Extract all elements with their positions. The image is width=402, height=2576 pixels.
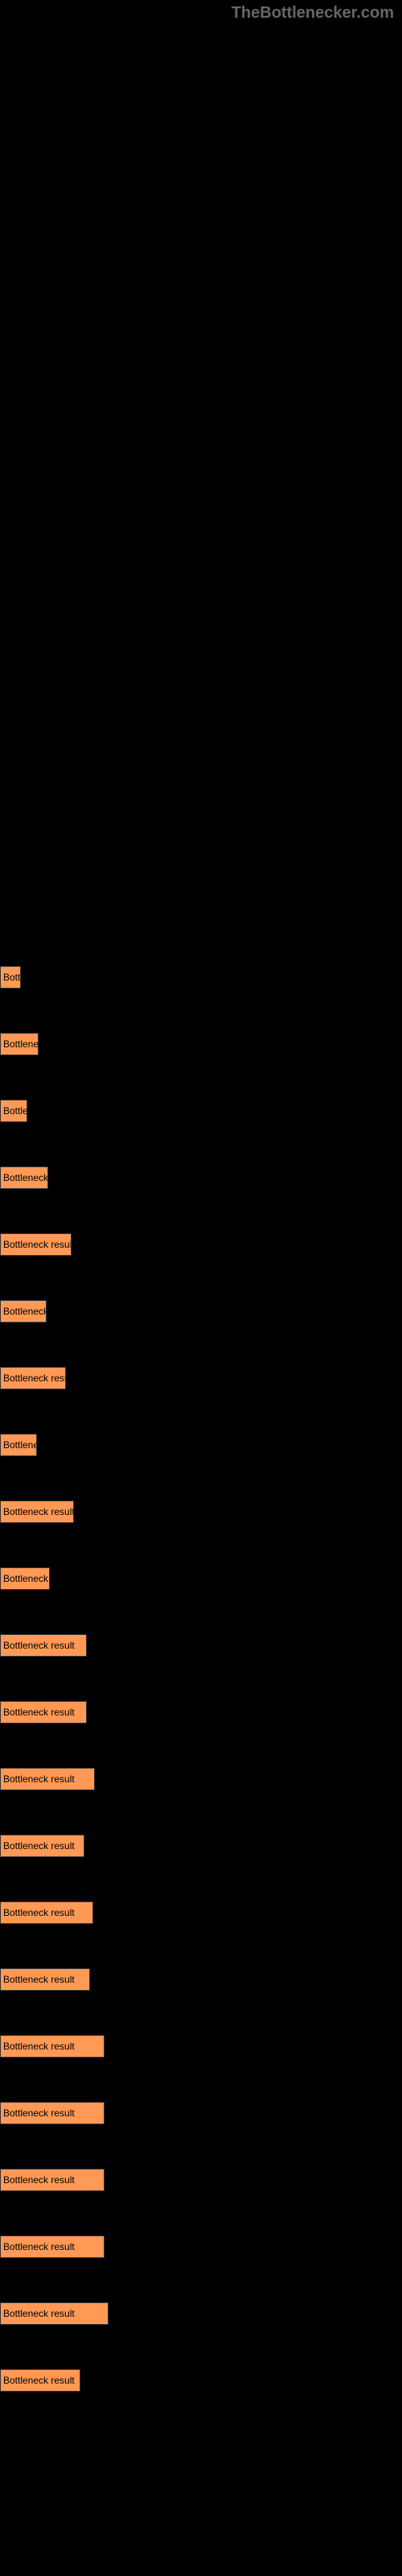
bar: Bottleneck result [0,1567,50,1590]
bar-row: Bottleneck result [0,2035,402,2058]
bar: Bottleneck result [0,966,21,989]
bar-row: Bottleneck result [0,1701,402,1724]
bar-row: Bottleneck result [0,1901,402,1924]
bar: Bottleneck result [0,1701,87,1724]
bar-row: Bottleneck result [0,966,402,989]
bar-row: Bottleneck result [0,1634,402,1657]
bar: Bottleneck result [0,1166,48,1189]
bar-row: Bottleneck result [0,1968,402,1991]
bar: Bottleneck result [0,1233,72,1256]
bar-row: Bottleneck result [0,1768,402,1790]
bar-row: Bottleneck result [0,1367,402,1389]
bar: Bottleneck result [0,1033,39,1055]
chart-container: Bottleneck result Bottleneck result Bottle… [0,0,402,2468]
bar-row: Bottleneck result [0,1166,402,1189]
bar: Bottleneck result [0,1434,37,1456]
bar: Bottleneck result [0,2369,80,2392]
bar-row: Bottleneck result [0,1835,402,1857]
bar: Bottleneck result [0,1835,84,1857]
bar: Bottleneck result [0,1100,27,1122]
bar-row: Bottleneck result [0,1300,402,1323]
bar: Bottleneck result [0,2302,109,2325]
bar: Bottleneck result [0,2169,105,2191]
bar-row: Bottleneck result [0,1567,402,1590]
bar-row: Bottleneck result [0,1233,402,1256]
bar: Bottleneck result [0,1300,47,1323]
bar: Bottleneck result [0,1367,66,1389]
bar: Bottleneck result [0,2035,105,2058]
bar-row: Bottleneck result [0,2102,402,2124]
bar: Bottleneck result [0,1901,93,1924]
bar-row: Bottleneck result [0,2169,402,2191]
bar: Bottleneck result [0,2235,105,2258]
watermark-text: TheBottlenecker.com [232,4,394,23]
bar: Bottleneck result [0,2102,105,2124]
bar-row: Bottleneck result [0,1501,402,1523]
bar-row: Bottleneck result [0,1033,402,1055]
bar-row: Bottleneck result [0,2302,402,2325]
bar-row: Bottleneck result [0,1100,402,1122]
bar: Bottleneck result [0,1768,95,1790]
bar: Bottleneck result [0,1968,90,1991]
bar: Bottleneck result [0,1501,74,1523]
bar-row: Bottleneck result [0,2235,402,2258]
bar: Bottleneck result [0,1634,87,1657]
bar-row: Bottleneck result [0,2369,402,2392]
bar-row: Bottleneck result [0,1434,402,1456]
